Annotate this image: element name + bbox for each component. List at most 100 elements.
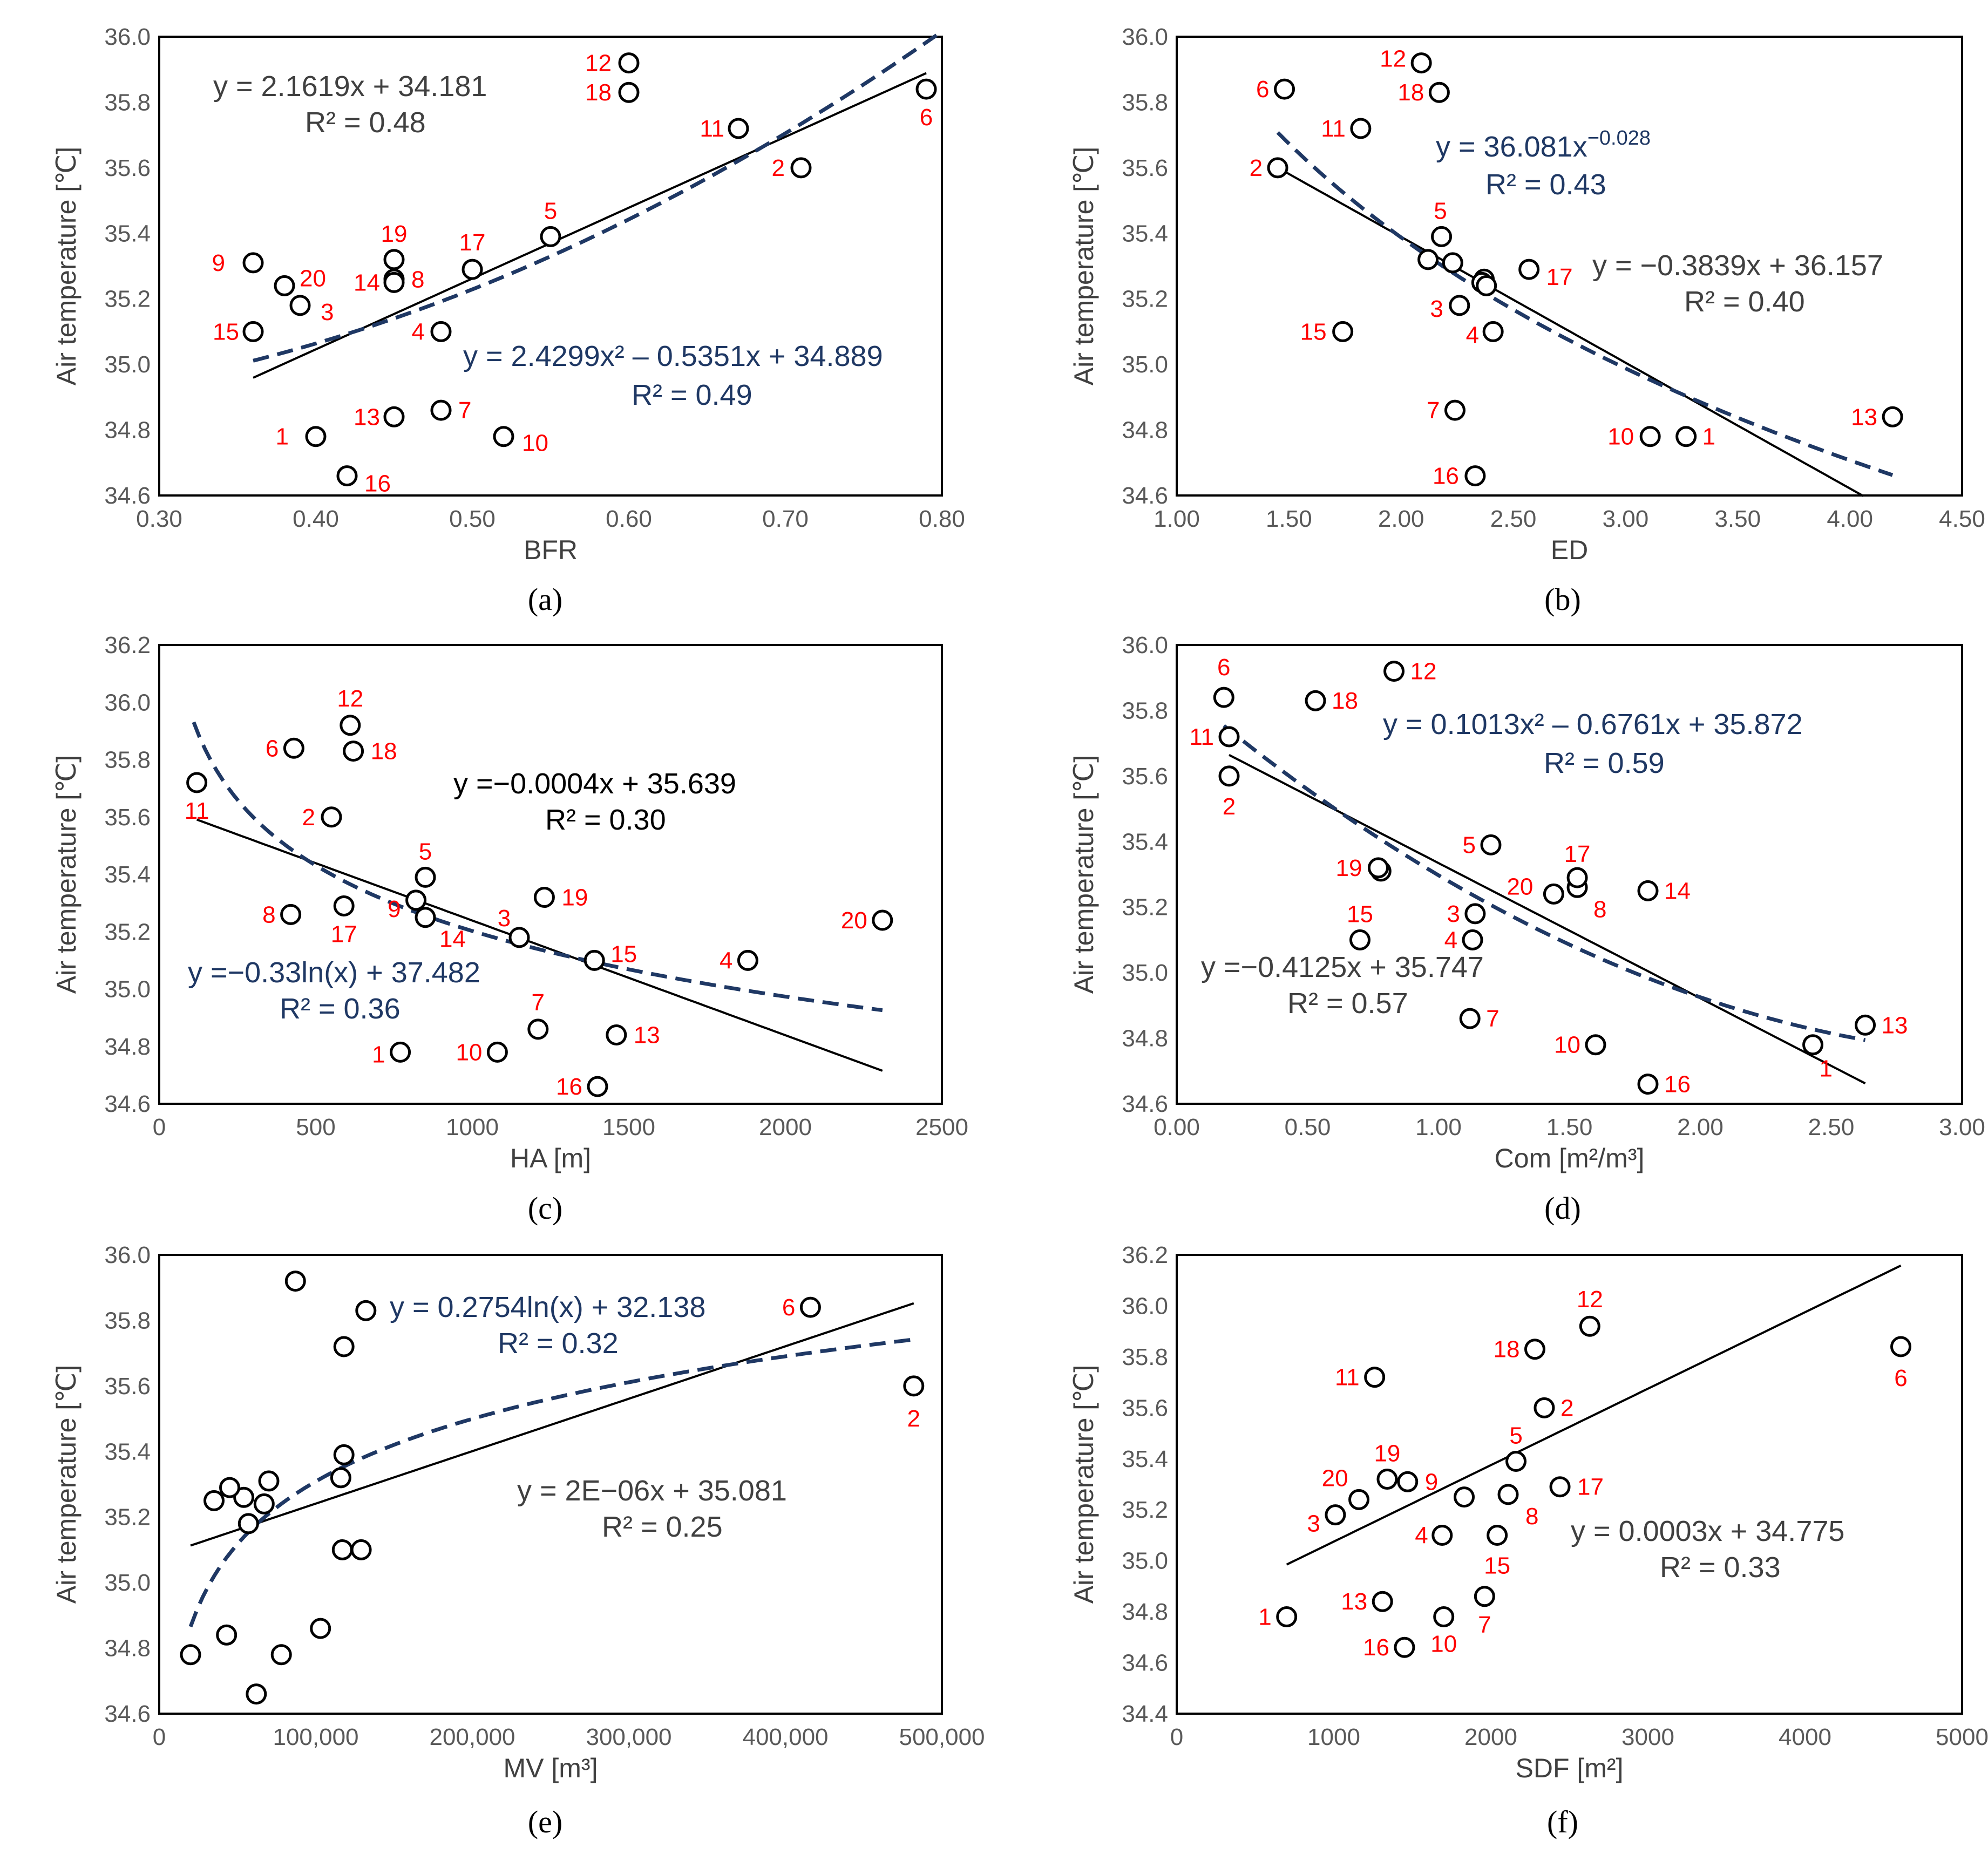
x-tick-label: 300,000 xyxy=(586,1724,671,1750)
point-7 xyxy=(1444,399,1465,421)
x-tick-label: 1000 xyxy=(446,1114,499,1140)
point-7 xyxy=(430,399,452,421)
point-10 xyxy=(493,426,514,447)
point-label-16: 16 xyxy=(1363,1634,1389,1661)
x-tick-label: 2000 xyxy=(1464,1724,1517,1750)
point-label-17: 17 xyxy=(459,229,486,256)
point-14 xyxy=(1454,1486,1475,1508)
x-axis-label: ED xyxy=(1551,535,1588,565)
point-label-2: 2 xyxy=(1560,1395,1573,1421)
y-tick-label: 35.8 xyxy=(104,89,151,116)
point-3 xyxy=(238,1513,259,1534)
x-tick-label: 500 xyxy=(296,1114,335,1140)
nonlinear-equation: y = 2.4299x² – 0.5351x + 34.889 xyxy=(463,340,883,372)
y-tick-label: 35.8 xyxy=(104,1307,151,1334)
point-5 xyxy=(540,226,561,247)
point-18 xyxy=(1524,1339,1545,1360)
x-tick-label: 1.00 xyxy=(1154,506,1200,532)
x-tick-label: 3000 xyxy=(1621,1724,1674,1750)
point-14 xyxy=(1476,275,1497,296)
x-tick-label: 0 xyxy=(1170,1724,1183,1750)
point-label-13: 13 xyxy=(1882,1012,1908,1038)
point-7 xyxy=(527,1018,549,1040)
point-label-15: 15 xyxy=(610,941,637,967)
nonlinear-r2: R² = 0.43 xyxy=(1485,168,1606,201)
point-label-11: 11 xyxy=(700,116,724,142)
y-tick-label: 36.0 xyxy=(1122,1293,1168,1319)
point-label-3: 3 xyxy=(498,905,511,932)
point-label-2: 2 xyxy=(1250,155,1263,181)
point-label-4: 4 xyxy=(1444,927,1457,953)
point-5 xyxy=(1505,1451,1527,1472)
point-label-3: 3 xyxy=(1430,296,1443,322)
point-11 xyxy=(1350,118,1372,139)
y-tick-label: 36.0 xyxy=(104,24,151,50)
x-tick-label: 4.50 xyxy=(1939,506,1985,532)
y-tick-label: 36.0 xyxy=(104,689,151,716)
point-17 xyxy=(462,259,483,280)
x-axis-label: HA [m] xyxy=(510,1143,591,1173)
panel-letter: (e) xyxy=(528,1804,562,1839)
linear-fit-line xyxy=(190,1302,914,1547)
point-label-13: 13 xyxy=(354,404,380,430)
point-label-1: 1 xyxy=(1820,1056,1833,1082)
point-label-20: 20 xyxy=(841,907,867,934)
point-12 xyxy=(284,1271,306,1292)
nonlinear-equation: y = 0.2754ln(x) + 32.138 xyxy=(390,1291,705,1323)
point-label-10: 10 xyxy=(456,1039,482,1065)
point-3 xyxy=(289,295,311,316)
y-tick-label: 35.8 xyxy=(1122,697,1168,724)
point-19 xyxy=(1367,857,1389,879)
point-label-1: 1 xyxy=(1702,424,1715,450)
point-label-18: 18 xyxy=(1332,688,1358,714)
point-label-6: 6 xyxy=(266,735,279,762)
point-20 xyxy=(872,909,893,931)
point-2 xyxy=(790,157,812,179)
y-tick-label: 35.6 xyxy=(1122,155,1168,181)
point-19 xyxy=(383,249,405,270)
point-1 xyxy=(390,1041,411,1063)
point-13 xyxy=(216,1624,238,1646)
x-tick-label: 1.00 xyxy=(1415,1114,1462,1140)
point-label-7: 7 xyxy=(1427,397,1440,424)
point-18 xyxy=(1305,690,1326,711)
x-tick-label: 0.70 xyxy=(762,506,809,532)
point-5 xyxy=(1480,834,1502,855)
point-label-5: 5 xyxy=(419,838,432,865)
point-label-18: 18 xyxy=(1494,1336,1520,1363)
y-tick-label: 34.8 xyxy=(1122,417,1168,444)
point-label-5: 5 xyxy=(1434,198,1447,224)
point-label-12: 12 xyxy=(337,685,363,712)
point-10 xyxy=(1433,1606,1455,1628)
x-tick-label: 0 xyxy=(153,1724,166,1750)
y-tick-label: 35.2 xyxy=(104,919,151,945)
point-label-2: 2 xyxy=(1223,793,1236,820)
y-axis-label: Air temperature [℃] xyxy=(51,1365,82,1604)
y-tick-label: 35.6 xyxy=(104,1373,151,1400)
point-10 xyxy=(270,1644,292,1666)
point-10 xyxy=(1585,1034,1606,1056)
point-label-5: 5 xyxy=(1463,832,1476,858)
point-label-10: 10 xyxy=(522,430,548,457)
point-label-3: 3 xyxy=(1307,1511,1320,1537)
x-tick-label: 2.00 xyxy=(1378,506,1424,532)
y-tick-label: 36.2 xyxy=(104,632,151,658)
linear-equation: y = −0.3839x + 36.157 xyxy=(1592,249,1883,282)
x-tick-label: 3.00 xyxy=(1939,1114,1985,1140)
point-label-2: 2 xyxy=(302,804,315,831)
nonlinear-equation: y = 36.081x−0.028 xyxy=(1436,127,1651,163)
point-4 xyxy=(331,1539,353,1560)
plot-frame xyxy=(1176,36,1963,497)
point-12 xyxy=(340,715,361,736)
point-label-11: 11 xyxy=(1321,116,1346,142)
point-label-16: 16 xyxy=(556,1074,582,1100)
linear-equation: y = 2.1619x + 34.181 xyxy=(213,70,487,103)
x-tick-label: 1000 xyxy=(1307,1724,1360,1750)
point-9 xyxy=(1397,1471,1419,1492)
point-label-17: 17 xyxy=(1577,1474,1604,1500)
point-3 xyxy=(508,927,530,948)
x-tick-label: 0.50 xyxy=(449,506,496,532)
x-tick-label: 1500 xyxy=(602,1114,655,1140)
point-4 xyxy=(430,321,452,342)
point-label-6: 6 xyxy=(1256,76,1269,103)
